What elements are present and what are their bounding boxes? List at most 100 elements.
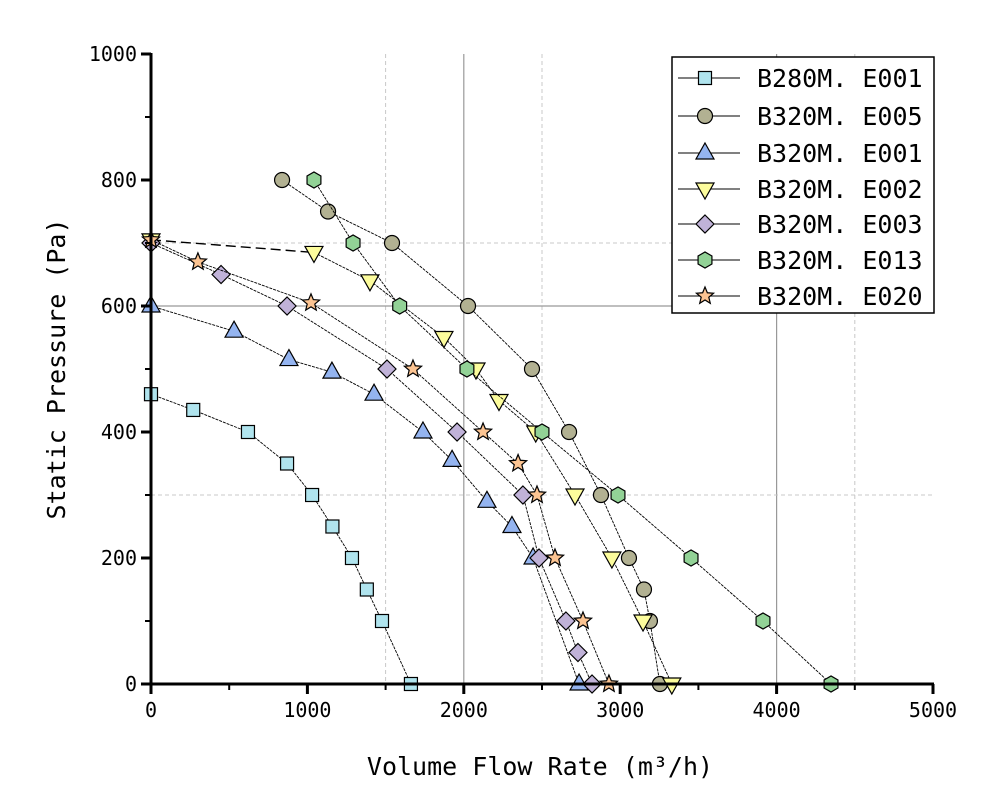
square-marker — [359, 582, 374, 597]
series-line-segment — [313, 252, 371, 282]
star-marker — [402, 358, 424, 378]
triangle-up-marker — [501, 515, 522, 534]
series-line-segment — [611, 557, 644, 622]
square-marker — [344, 550, 360, 566]
series-line-segment — [313, 179, 354, 244]
series-line-segment — [600, 494, 630, 559]
hexagon-marker — [755, 612, 771, 630]
y-axis-label: Static Pressure (Pa) — [42, 218, 71, 519]
triangle-up-marker — [278, 348, 299, 367]
star-marker — [694, 285, 716, 305]
y-tick-label: 600 — [101, 294, 137, 318]
y-tick-label: 0 — [125, 672, 137, 696]
circle-marker — [592, 486, 610, 504]
series-line-segment — [531, 368, 570, 433]
series-line-segment — [451, 460, 488, 502]
star-marker — [508, 452, 529, 473]
x-tick-label: 3000 — [596, 698, 644, 722]
triangle-up-marker — [321, 360, 342, 379]
square-marker — [240, 424, 256, 440]
series-line-segment — [690, 557, 764, 622]
series-line-segment — [617, 494, 692, 559]
series-b320m-e005 — [273, 171, 669, 693]
triangle-down-marker — [359, 274, 380, 293]
series-line-segment — [538, 557, 567, 622]
x-tick-label: 1000 — [283, 698, 331, 722]
square-marker — [374, 613, 390, 629]
square-marker — [697, 70, 713, 86]
star-marker — [572, 610, 594, 630]
y-tick-label: 400 — [101, 420, 137, 444]
y-tick-label: 800 — [101, 168, 137, 192]
diamond-marker — [447, 422, 467, 442]
series-line-segment — [150, 239, 315, 254]
x-tick-label: 5000 — [909, 698, 957, 722]
triangle-up-marker — [224, 319, 245, 338]
triangle-down-marker — [433, 330, 454, 349]
hexagon-marker — [392, 297, 408, 315]
triangle-down-marker — [303, 245, 324, 264]
legend-label: B320M. E013 — [757, 246, 923, 275]
legend: B280M. E001 B320M. E005 B320M. E001 B320M. … — [671, 56, 935, 314]
series-line-segment — [762, 620, 832, 685]
series-line-segment — [582, 620, 610, 685]
series-line-segment — [554, 557, 584, 622]
series-b280m-e001 — [143, 387, 419, 692]
series-line-segment — [286, 305, 388, 370]
hexagon-marker — [306, 171, 322, 189]
circle-marker — [620, 549, 638, 567]
triangle-down-marker — [661, 677, 682, 696]
triangle-down-marker — [633, 614, 654, 633]
triangle-down-marker — [564, 488, 586, 507]
series-b320m-e002 — [140, 233, 682, 696]
x-tick-label: 2000 — [440, 698, 488, 722]
series-line-segment — [642, 620, 673, 685]
circle-marker — [560, 423, 578, 441]
triangle-up-marker — [442, 449, 463, 467]
legend-label: B320M. E005 — [757, 102, 923, 131]
hexagon-marker — [697, 251, 713, 269]
diamond-marker — [377, 359, 397, 379]
diamond-marker — [568, 642, 588, 663]
series-line-segment — [535, 431, 576, 496]
triangle-down-marker — [694, 182, 716, 201]
series-line-segment — [327, 211, 393, 244]
triangle-up-marker — [694, 141, 716, 160]
series-line-segment — [150, 242, 222, 275]
triangle-up-marker — [476, 490, 497, 508]
series-line-segment — [150, 305, 235, 332]
y-tick-label: 200 — [101, 546, 137, 570]
circle-marker — [696, 107, 714, 125]
series-b320m-e013 — [306, 171, 839, 693]
hexagon-marker — [610, 486, 626, 504]
series-line-segment — [233, 330, 290, 360]
star-marker — [544, 547, 566, 567]
series-line-segment — [288, 359, 333, 373]
series-line-segment — [466, 368, 543, 433]
hexagon-marker — [459, 360, 475, 378]
legend-label: B280M. E001 — [757, 64, 923, 93]
diamond-marker — [556, 611, 576, 631]
star-marker — [187, 251, 208, 271]
circle-marker — [273, 171, 291, 189]
series-line-segment — [381, 620, 412, 685]
x-tick-label: 4000 — [753, 698, 801, 722]
square-marker — [304, 487, 320, 503]
triangle-down-marker — [601, 551, 622, 570]
x-axis-label: Volume Flow Rate (m³/h) — [367, 752, 713, 781]
series-line-segment — [399, 305, 468, 370]
series-line-segment — [532, 557, 580, 685]
series-b320m-e003 — [141, 233, 602, 694]
series-line-segment — [352, 242, 401, 307]
series-line-segment — [220, 274, 288, 307]
triangle-up-marker — [412, 420, 434, 439]
series-line-segment — [310, 302, 414, 370]
x-tick-label: 0 — [145, 698, 157, 722]
circle-marker — [635, 581, 653, 598]
triangle-down-marker — [488, 393, 510, 412]
series-line-segment — [536, 494, 556, 559]
series-line-segment — [197, 261, 312, 304]
series-layer — [140, 171, 839, 696]
square-marker — [186, 402, 201, 418]
legend-label: B320M. E003 — [757, 210, 923, 239]
